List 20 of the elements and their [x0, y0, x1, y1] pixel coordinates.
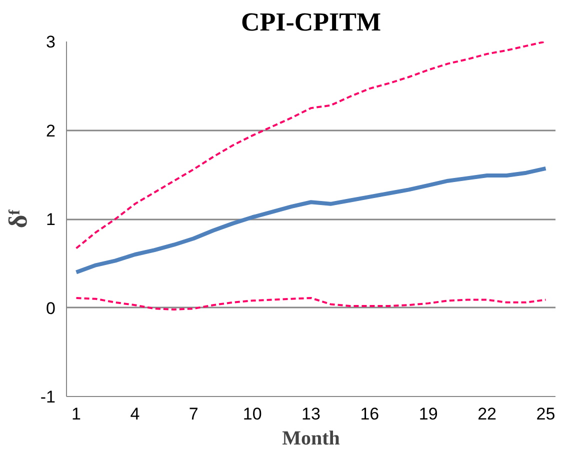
x-axis-title: Month — [282, 428, 340, 450]
y-tick-label: 2 — [46, 121, 56, 140]
x-tick-label: 7 — [188, 404, 198, 424]
x-tick-label: 1 — [72, 404, 82, 424]
x-tick-label: 16 — [360, 404, 380, 424]
x-tick-label: 13 — [302, 404, 320, 424]
y-tick-label: 1 — [46, 210, 56, 229]
x-tick-label: 10 — [242, 404, 262, 424]
y-axis-title: δᶠ — [3, 208, 32, 228]
x-tick-label: 22 — [478, 404, 497, 424]
line-series — [75, 42, 547, 250]
x-tick-label: 19 — [418, 404, 438, 424]
x-tick-label: 4 — [130, 404, 140, 424]
y-tick-label: 0 — [46, 298, 56, 318]
chart-title: CPI-CPITM — [240, 8, 382, 36]
y-tick-label: -1 — [40, 388, 56, 406]
line-series — [75, 296, 547, 311]
y-tick-label: 3 — [46, 32, 56, 52]
x-tick-label: 25 — [536, 404, 556, 424]
line-series — [74, 166, 548, 274]
